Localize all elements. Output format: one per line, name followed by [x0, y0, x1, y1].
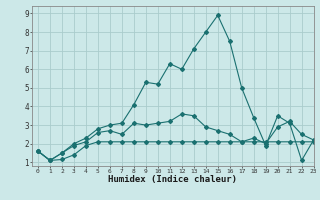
- X-axis label: Humidex (Indice chaleur): Humidex (Indice chaleur): [108, 175, 237, 184]
